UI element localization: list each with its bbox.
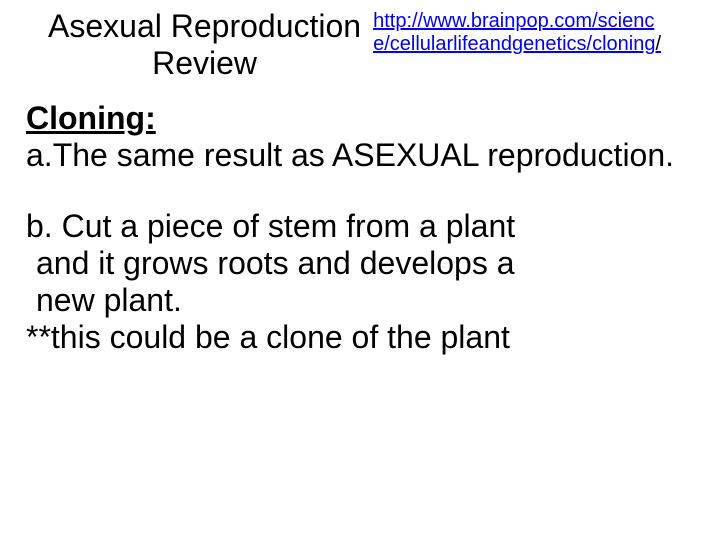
brainpop-link[interactable]: http://www.brainpop.com/science/cellular… bbox=[373, 10, 663, 56]
point-a: a.The same result as ASEXUAL reproductio… bbox=[26, 137, 700, 174]
url-text: http://www.brainpop.com/science/cellular… bbox=[373, 10, 655, 55]
title-line-2: Review bbox=[48, 45, 361, 82]
point-b-line2: and it grows roots and develops a bbox=[26, 245, 700, 282]
url-trailing-slash: / bbox=[655, 33, 661, 55]
header-row: Asexual Reproduction Review http://www.b… bbox=[20, 8, 700, 82]
point-b: b. Cut a piece of stem from a plant and … bbox=[26, 208, 700, 356]
title-line-1: Asexual Reproduction bbox=[48, 8, 361, 45]
content-area: Cloning: a.The same result as ASEXUAL re… bbox=[20, 100, 700, 357]
point-b-line1: b. Cut a piece of stem from a plant bbox=[26, 208, 700, 245]
cloning-heading: Cloning: bbox=[26, 100, 700, 137]
point-b-line3: new plant. bbox=[26, 282, 700, 319]
slide-title: Asexual Reproduction Review bbox=[20, 8, 369, 82]
point-b-note: **this could be a clone of the plant bbox=[26, 319, 700, 356]
url-block: http://www.brainpop.com/science/cellular… bbox=[369, 8, 700, 56]
